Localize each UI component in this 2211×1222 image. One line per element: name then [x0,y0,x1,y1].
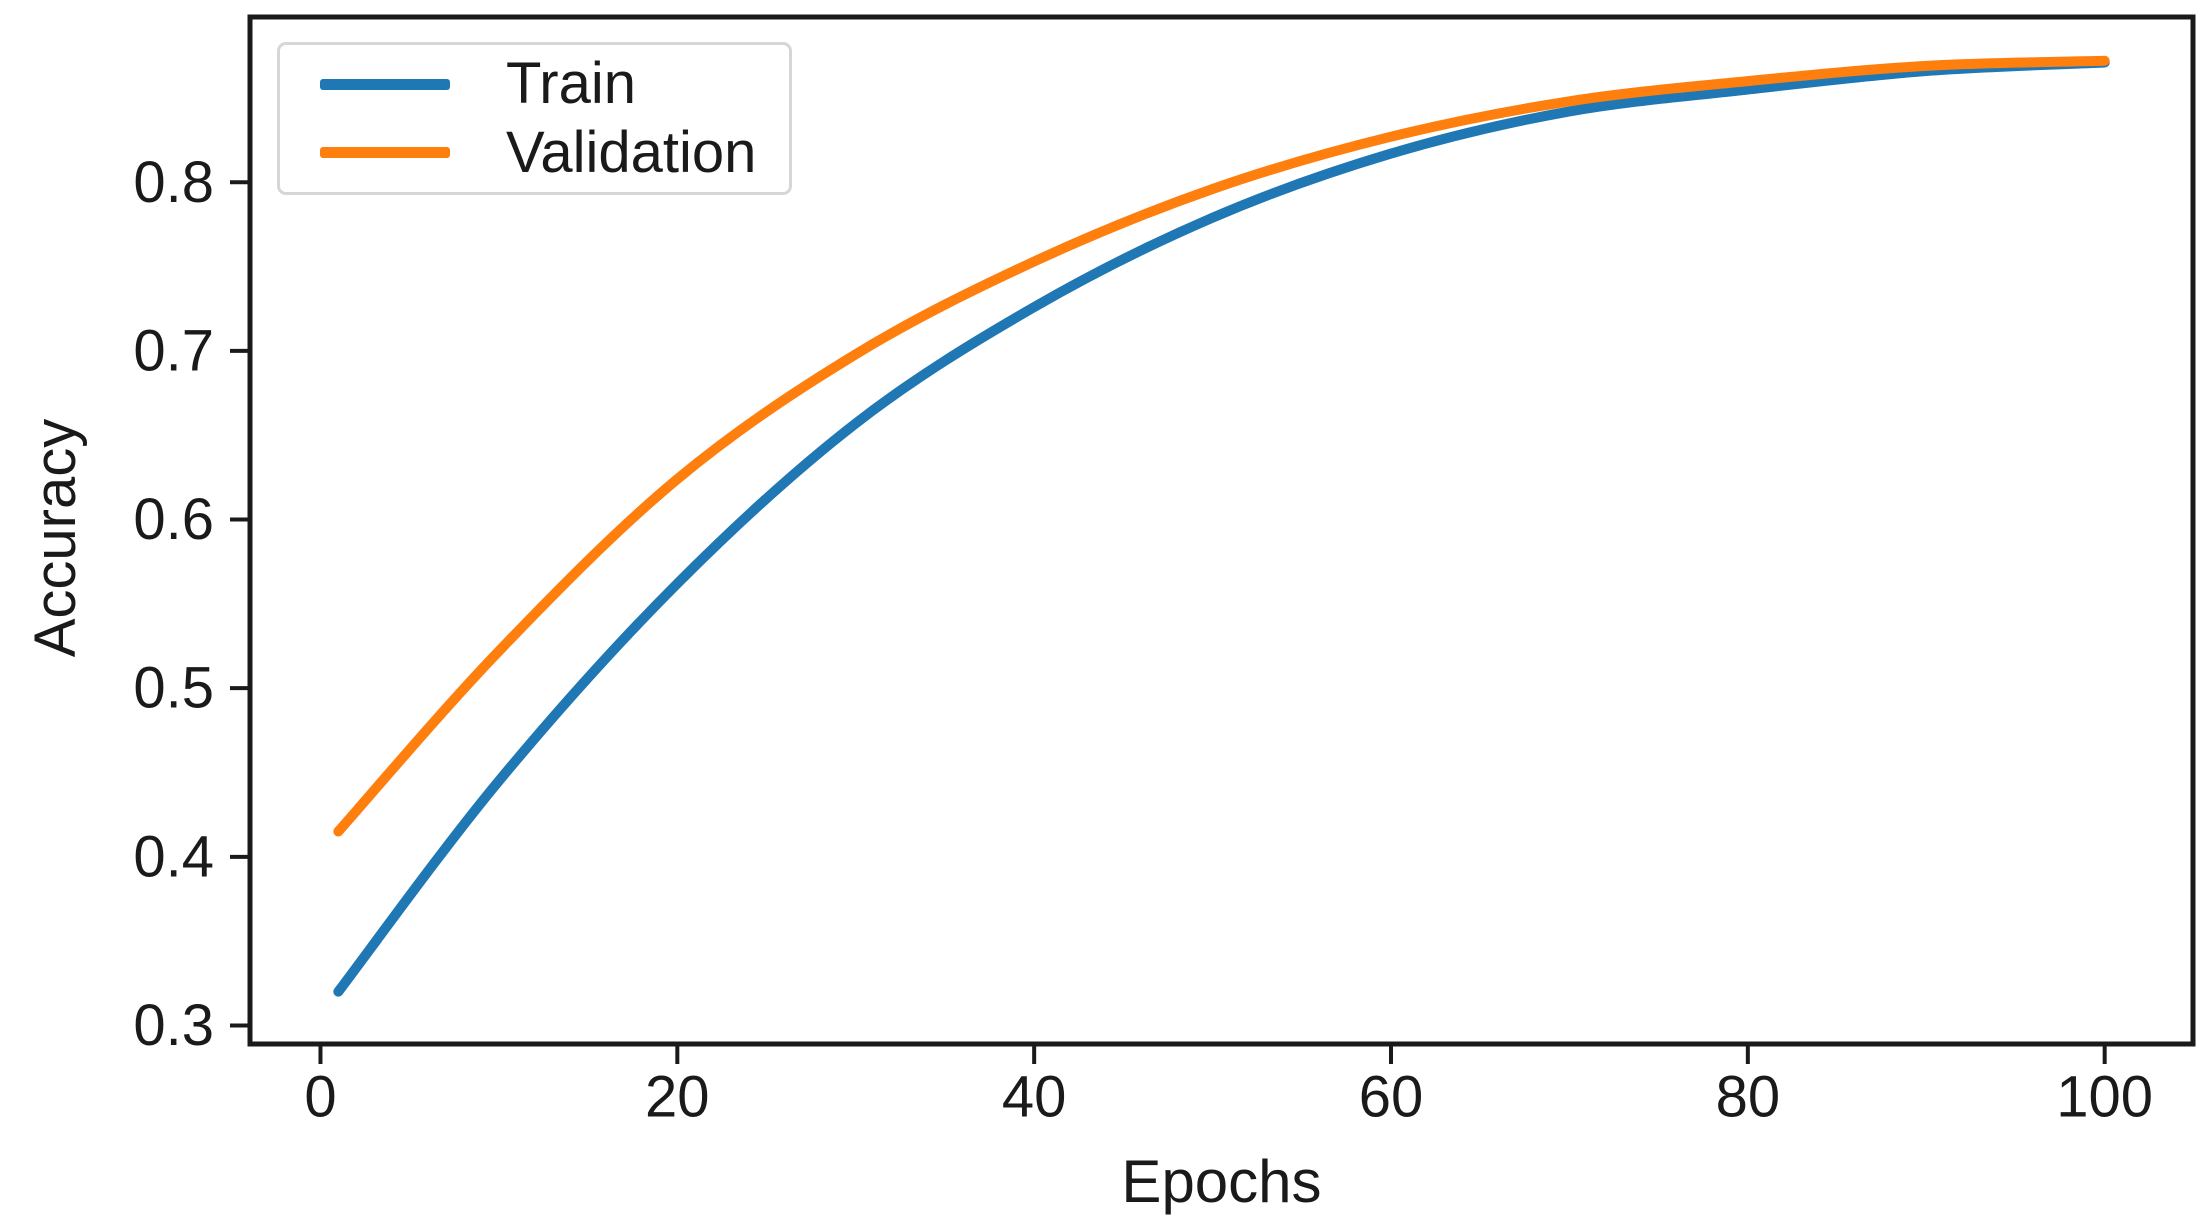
x-axis-label: Epochs [1121,1148,1322,1215]
y-tick-label: 0.4 [133,824,214,889]
x-tick-label: 60 [1359,1065,1424,1130]
x-tick-label: 20 [645,1065,710,1130]
x-tick-label: 40 [1002,1065,1067,1130]
legend-label-validation: Validation [506,119,757,185]
legend-label-train: Train [506,51,636,117]
y-axis-label: Accuracy [23,418,88,658]
validation-line-swatch [320,147,450,159]
legend-entry-validation: Validation [280,119,789,188]
validation-curve [333,55,2110,837]
train-curve [333,57,2110,997]
y-tick-label: 0.6 [133,487,214,552]
x-tick-label: 100 [2056,1065,2153,1130]
legend: Train Validation [277,42,792,195]
legend-entry-train: Train [280,50,789,119]
y-tick-label: 0.8 [133,150,214,215]
x-tick-label: 80 [1716,1065,1781,1130]
train-line-swatch [320,78,450,90]
y-tick-label: 0.5 [133,656,214,721]
axes-frame [247,14,2196,1047]
y-tick-label: 0.7 [133,318,214,383]
x-tick-label: 0 [304,1065,336,1130]
y-tick-label: 0.3 [133,993,214,1058]
